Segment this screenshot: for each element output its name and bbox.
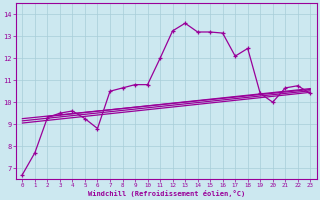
X-axis label: Windchill (Refroidissement éolien,°C): Windchill (Refroidissement éolien,°C) (88, 190, 245, 197)
